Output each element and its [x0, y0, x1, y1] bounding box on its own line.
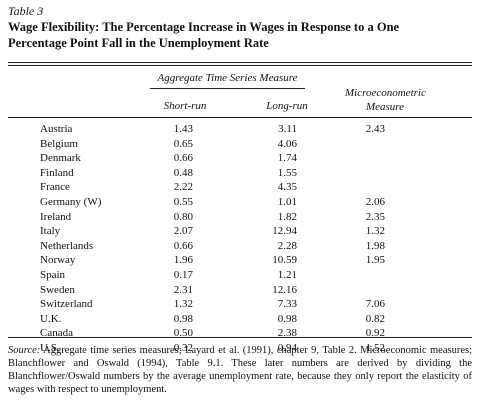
- long-run-value: 1.01: [277, 196, 297, 208]
- short-run-value: 2.31: [173, 283, 193, 296]
- country: Norway: [40, 254, 76, 267]
- footnote-label: Source:: [8, 345, 41, 356]
- short-run-value: 0.55: [173, 196, 193, 208]
- long-run-value: 1.21: [277, 269, 297, 281]
- group-rule: [150, 88, 305, 89]
- short-run-value: 1.96: [173, 254, 193, 267]
- short-run-value: 0.65: [173, 137, 193, 150]
- country: Ireland: [40, 210, 72, 223]
- short-run-value: 0.66: [173, 239, 193, 252]
- footnote-text: Aggregate time series measures; Layard e…: [8, 345, 473, 395]
- table-label: Table 3: [8, 4, 44, 18]
- column-header: Long-run: [266, 100, 308, 112]
- short-run-value: 2.22: [173, 181, 193, 194]
- rule: [8, 65, 472, 66]
- footnote: Source: Aggregate time series measures; …: [8, 344, 472, 396]
- long-run-value: 12.16: [272, 283, 297, 296]
- table-title: Wage Flexibility: The Percentage Increas…: [8, 20, 400, 50]
- country: Denmark: [40, 152, 81, 165]
- micro-value: 2.35: [365, 210, 385, 223]
- country: France: [40, 181, 70, 194]
- country: Sweden: [40, 283, 75, 296]
- short-run-value: 1.32: [173, 298, 193, 311]
- long-run-value: 2.38: [277, 327, 297, 340]
- micro-value: 0.82: [365, 312, 385, 325]
- country: Belgium: [40, 137, 78, 150]
- long-run-value: 0.94: [277, 342, 297, 354]
- short-run-value: 1.43: [173, 123, 193, 135]
- long-run-value: 0.98: [277, 312, 297, 325]
- short-run-value: 0.17: [173, 269, 193, 281]
- micro-value: 1.95: [365, 254, 385, 267]
- micro-value: 2.43: [365, 123, 385, 135]
- country: Germany (W): [40, 196, 102, 208]
- country: U.K.: [40, 312, 62, 325]
- country: Netherlands: [40, 239, 94, 252]
- rule: [8, 62, 472, 63]
- micro-value: 1.32: [365, 225, 385, 238]
- column-header: Short-run: [163, 100, 207, 112]
- short-run-value: 0.32: [173, 342, 193, 354]
- long-run-value: 12.94: [272, 225, 297, 238]
- country: U.S.: [40, 342, 60, 354]
- rule: [8, 117, 472, 118]
- long-run-value: 4.35: [277, 181, 297, 194]
- short-run-value: 0.66: [173, 152, 193, 165]
- micro-value: 0.92: [365, 327, 385, 340]
- long-run-value: 4.06: [277, 137, 297, 150]
- long-run-value: 10.59: [272, 254, 297, 267]
- country: Spain: [40, 269, 66, 281]
- country: Canada: [40, 327, 73, 340]
- rule: [8, 337, 472, 338]
- country: Switzerland: [40, 298, 93, 311]
- long-run-value: 1.82: [277, 210, 297, 223]
- country: Austria: [40, 123, 73, 135]
- country: Finland: [40, 166, 74, 179]
- short-run-value: 0.50: [173, 327, 193, 340]
- group-header: Aggregate Time Series Measure: [157, 72, 298, 84]
- micro-value: 2.06: [365, 196, 385, 208]
- long-run-value: 7.33: [277, 298, 297, 311]
- micro-value: 1.52: [365, 342, 385, 354]
- short-run-value: 2.07: [173, 225, 193, 238]
- long-run-value: 1.55: [277, 166, 297, 179]
- long-run-value: 2.28: [277, 239, 297, 252]
- long-run-value: 1.74: [277, 152, 297, 165]
- short-run-value: 0.98: [173, 312, 193, 325]
- column-header: Microeconometric Measure: [345, 87, 426, 113]
- micro-value: 1.98: [365, 239, 385, 252]
- short-run-value: 0.48: [173, 166, 193, 179]
- short-run-value: 0.80: [173, 210, 193, 223]
- long-run-value: 3.11: [278, 123, 297, 135]
- micro-value: 7.06: [365, 298, 385, 311]
- country: Italy: [40, 225, 61, 238]
